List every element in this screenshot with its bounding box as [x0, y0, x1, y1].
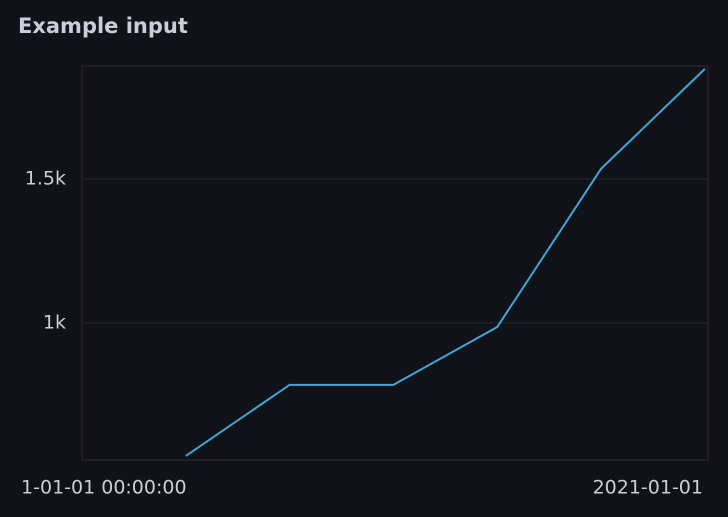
x-tick-label: 1-01-01 00:00:00 [21, 477, 187, 499]
y-tick-label: 1.5k [25, 167, 66, 189]
x-tick-label: 2021-01-01 [593, 477, 703, 499]
panel-title: Example input [18, 14, 188, 38]
y-tick-label: 1k [43, 311, 66, 333]
series-line [185, 68, 706, 457]
plot-frame [81, 65, 709, 461]
